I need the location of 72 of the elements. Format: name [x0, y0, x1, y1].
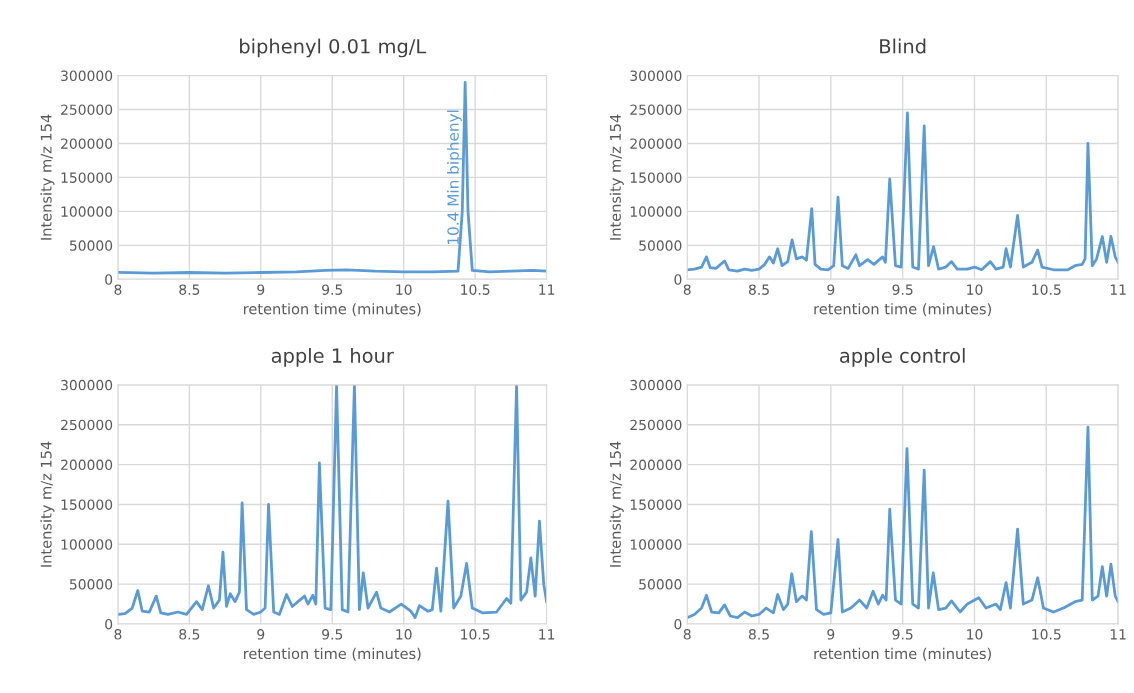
- y-axis-title: Intensity m/z 154: [40, 114, 55, 240]
- x-tick-label: 11: [1110, 284, 1126, 295]
- y-tick-label: 50000: [639, 579, 682, 590]
- x-tick-label: 10.5: [461, 284, 490, 295]
- x-tick-label: 10: [396, 284, 412, 295]
- x-tick-label: 11: [1110, 629, 1126, 640]
- x-tick-label: 10.5: [1032, 629, 1061, 640]
- x-tick-label: 10: [396, 629, 412, 640]
- y-tick-label: 100000: [630, 206, 682, 217]
- x-tick-label: 10: [967, 284, 983, 295]
- line-series: [687, 111, 1119, 273]
- y-tick-label: 0: [674, 274, 682, 285]
- x-axis-title: retention time (minutes): [814, 647, 991, 661]
- y-tick-label: 100000: [630, 539, 682, 550]
- y-tick-label: 0: [674, 618, 682, 630]
- y-tick-label: 200000: [630, 459, 682, 471]
- y-tick-label: 150000: [61, 172, 113, 183]
- x-tick-label: 9: [827, 284, 835, 295]
- x-tick-label: 8.5: [179, 284, 200, 295]
- y-tick-label: 300000: [61, 70, 113, 82]
- y-tick-label: 300000: [630, 379, 682, 391]
- y-tick-label: 200000: [630, 138, 682, 149]
- y-tick-label: 150000: [630, 499, 682, 510]
- chart-title: apple control: [840, 347, 965, 367]
- x-tick-label: 9: [827, 629, 835, 640]
- y-tick-label: 300000: [61, 379, 113, 391]
- chart-title: apple 1 hour: [271, 347, 394, 367]
- y-tick-label: 50000: [69, 579, 113, 590]
- x-tick-label: 11: [539, 629, 555, 640]
- chart-title: biphenyl 0.01 mg/L: [240, 38, 427, 58]
- y-axis-title: Intensity m/z 154: [40, 441, 55, 567]
- x-tick-label: 10.5: [461, 629, 490, 640]
- x-tick-label: 8.5: [179, 629, 200, 640]
- x-tick-label: 8.5: [748, 629, 769, 640]
- annotation: 10.4 Min biphenyl: [447, 110, 462, 244]
- y-tick-label: 0: [105, 274, 113, 285]
- x-tick-label: 9.5: [892, 629, 913, 640]
- y-tick-label: 200000: [61, 459, 113, 471]
- x-tick-label: 8: [683, 284, 691, 295]
- x-tick-label: 8.5: [748, 284, 769, 295]
- y-tick-label: 300000: [630, 70, 682, 82]
- x-tick-label: 9.5: [322, 284, 343, 295]
- x-tick-label: 11: [539, 284, 555, 295]
- x-axis-title: retention time (minutes): [244, 303, 421, 317]
- line-series: [117, 80, 547, 275]
- y-tick-label: 150000: [630, 172, 682, 183]
- x-tick-label: 8: [683, 629, 691, 640]
- y-tick-label: 150000: [61, 499, 113, 510]
- x-tick-label: 9.5: [892, 284, 913, 295]
- y-tick-label: 50000: [639, 240, 682, 251]
- x-tick-label: 9.5: [322, 629, 343, 640]
- y-tick-label: 200000: [61, 138, 113, 149]
- y-tick-label: 50000: [69, 240, 113, 251]
- x-tick-label: 10.5: [1032, 284, 1061, 295]
- x-tick-label: 8: [114, 284, 122, 295]
- x-tick-label: 10: [967, 629, 983, 640]
- y-tick-label: 100000: [61, 206, 113, 217]
- y-tick-label: 250000: [61, 419, 113, 431]
- y-tick-label: 100000: [61, 539, 113, 550]
- y-axis-title: Intensity m/z 154: [609, 441, 624, 567]
- x-tick-label: 9: [257, 284, 265, 295]
- y-tick-label: 250000: [630, 419, 682, 431]
- y-axis-title: Intensity m/z 154: [609, 114, 624, 240]
- x-tick-label: 9: [257, 629, 265, 640]
- y-tick-label: 250000: [61, 104, 113, 115]
- y-tick-label: 0: [105, 618, 113, 630]
- x-tick-label: 8: [114, 629, 122, 640]
- x-axis-title: retention time (minutes): [244, 647, 421, 661]
- y-tick-label: 250000: [630, 104, 682, 115]
- line-series: [687, 425, 1119, 619]
- chart-title: Blind: [880, 38, 926, 54]
- x-axis-title: retention time (minutes): [814, 303, 991, 317]
